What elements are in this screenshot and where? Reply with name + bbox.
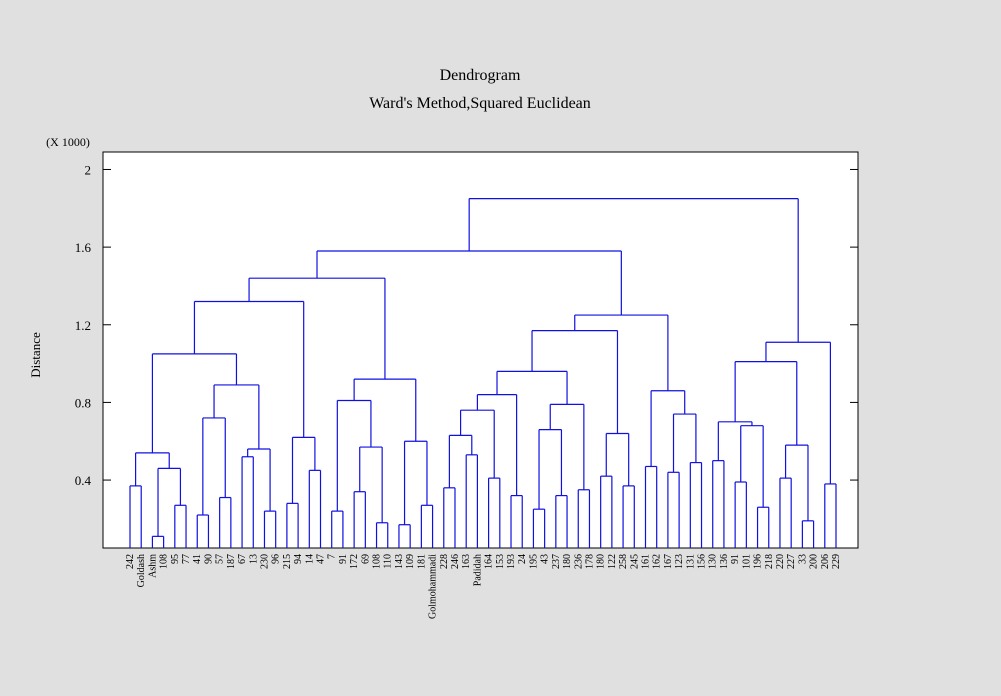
leaf-label: 196 [753,554,764,569]
leaf-label: 123 [674,554,685,569]
y-axis-label: Distance [28,332,43,378]
leaf-label: 77 [181,554,192,564]
leaf-label: 7 [327,554,338,559]
leaf-label: 229 [831,554,842,569]
leaf-label: 57 [215,554,226,564]
leaf-label: 180 [596,554,607,569]
leaf-label: 163 [461,554,472,569]
leaf-label: 130 [708,554,719,569]
leaf-label: 178 [584,554,595,569]
leaf-label: 91 [730,554,741,564]
leaf-label: 215 [282,554,293,569]
y-tick-label: 2 [85,162,92,177]
leaf-label: 101 [741,554,752,569]
y-tick-label: 0.4 [75,473,92,488]
y-tick-label: 0.8 [75,395,91,410]
leaf-label: 245 [629,554,640,569]
leaf-label: 218 [764,554,775,569]
leaf-label: 242 [125,554,136,569]
leaf-label: 237 [551,554,562,569]
leaf-label: 108 [159,554,170,569]
leaf-label: 172 [349,554,360,569]
leaf-label: 161 [640,554,651,569]
leaf-label: 131 [685,554,696,569]
leaf-label: 33 [797,554,808,564]
leaf-label: Padidah [472,554,483,586]
leaf-label: 122 [607,554,618,569]
leaf-label: 181 [416,554,427,569]
leaf-label: 91 [338,554,349,564]
leaf-label: 206 [820,554,831,569]
leaf-label: Ashm [147,554,158,578]
leaf-label: 110 [383,554,394,569]
leaf-label: 24 [517,554,528,564]
leaf-label: 67 [237,554,248,564]
leaf-label: 153 [495,554,506,569]
leaf-label: 41 [192,554,203,564]
leaf-label: 69 [360,554,371,564]
leaf-label: 187 [226,554,237,569]
y-tick-label: 1.2 [75,318,91,333]
leaf-label: 195 [528,554,539,569]
leaf-label: 90 [203,554,214,564]
leaf-label: 230 [259,554,270,569]
leaf-label: 258 [618,554,629,569]
leaf-label: 14 [304,554,315,564]
leaf-label: 200 [809,554,820,569]
leaf-label: 156 [697,554,708,569]
chart-title: Dendrogram [440,67,521,84]
plot-area [102,151,859,549]
leaf-label: 167 [663,554,674,569]
leaf-label: 228 [439,554,450,569]
leaf-label: Goldash [136,554,147,587]
leaf-label: 43 [540,554,551,564]
leaf-label: 47 [316,554,327,564]
leaf-label: 227 [786,554,797,569]
leaf-label: 246 [450,554,461,569]
leaf-label: 108 [372,554,383,569]
y-multiplier: (X 1000) [46,135,90,149]
leaf-label: 96 [271,554,282,564]
leaf-label: 95 [170,554,181,564]
leaf-label: 109 [405,554,416,569]
y-tick-label: 1.6 [75,240,92,255]
leaf-label: 13 [248,554,259,564]
leaf-label: 164 [484,554,495,569]
leaf-label: 162 [652,554,663,569]
leaf-label: 143 [394,554,405,569]
leaf-label: 136 [719,554,730,569]
leaf-label: Golmohammadi [428,554,439,619]
leaf-label: 220 [775,554,786,569]
chart-subtitle: Ward's Method,Squared Euclidean [369,95,591,112]
leaf-label: 94 [293,554,304,564]
leaf-label: 236 [573,554,584,569]
leaf-label: 193 [506,554,517,569]
leaf-label: 180 [562,554,573,569]
